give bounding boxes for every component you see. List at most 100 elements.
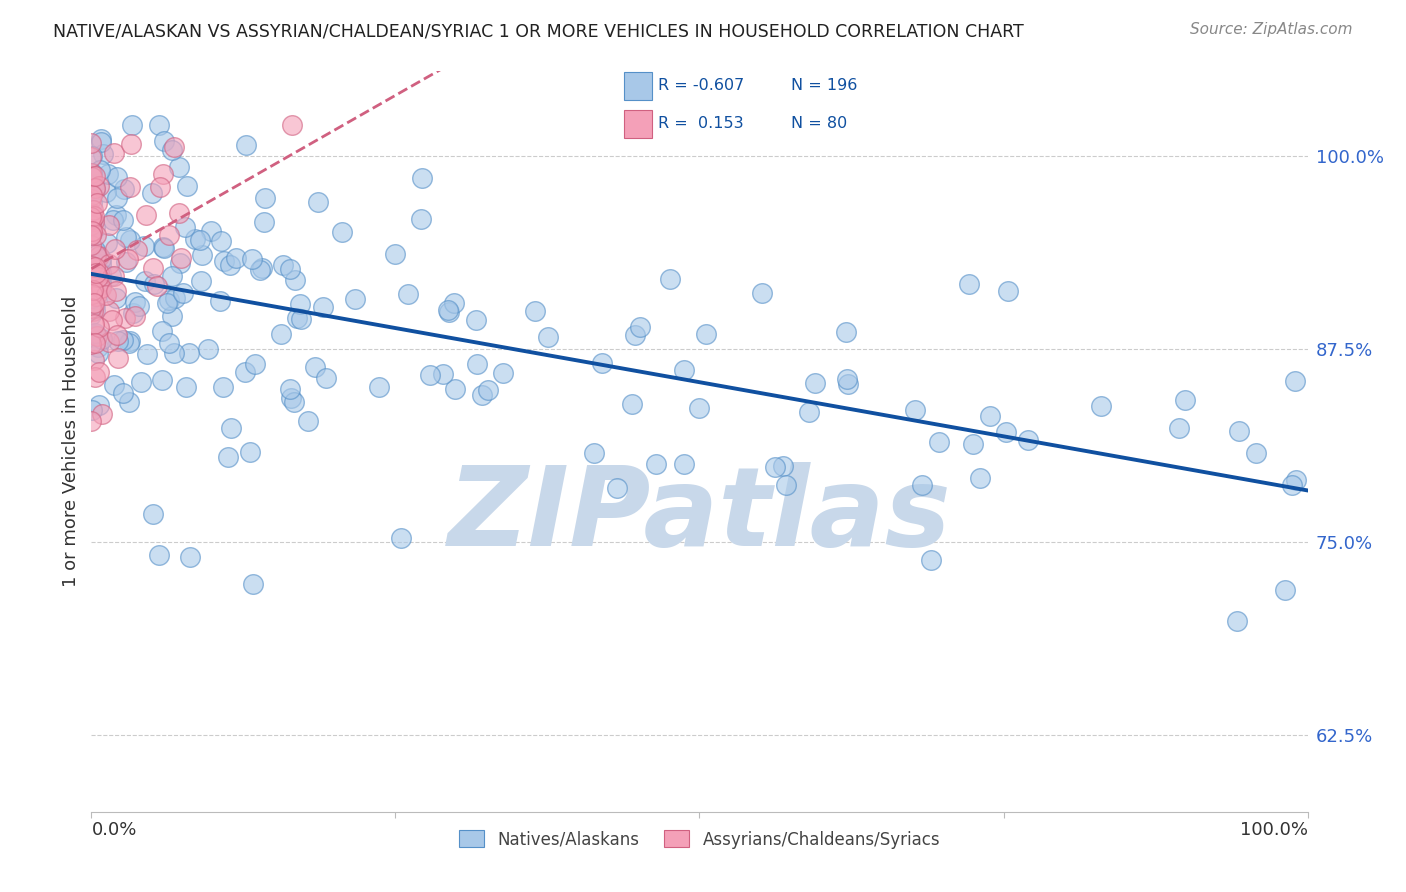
Point (209, 235, 232, 249)
Point (695, 326, 717, 341)
Point (157, 293, 180, 308)
Point (160, 309, 183, 323)
Point (396, 286, 419, 301)
Point (105, 191, 128, 205)
Point (84, 328, 107, 343)
Point (437, 305, 460, 319)
Point (83, 336, 105, 351)
Point (169, 206, 191, 220)
Text: R = -0.607: R = -0.607 (658, 78, 745, 94)
Point (287, 311, 309, 326)
Point (120, 137, 142, 152)
Point (89, 319, 111, 334)
Point (150, 373, 173, 387)
Point (253, 215, 276, 229)
Point (103, 146, 125, 161)
Point (87, 270, 110, 285)
Point (1274, 582, 1296, 597)
Point (121, 119, 143, 133)
Text: N = 196: N = 196 (792, 78, 858, 94)
Point (188, 233, 211, 247)
Text: ZIPatlas: ZIPatlas (447, 462, 952, 569)
Point (89, 163, 111, 178)
Point (103, 212, 125, 227)
Point (91, 147, 114, 161)
Point (83, 352, 105, 367)
Point (167, 160, 190, 174)
Point (239, 444, 262, 458)
Point (83, 213, 105, 227)
Point (148, 119, 170, 133)
Point (80, 291, 103, 305)
Point (87, 266, 110, 280)
Point (179, 550, 201, 565)
Point (134, 239, 156, 253)
Point (436, 303, 458, 318)
Point (80, 195, 103, 210)
Point (465, 357, 488, 371)
Point (432, 367, 454, 381)
Point (804, 376, 827, 391)
Point (83, 183, 105, 197)
Point (190, 274, 212, 288)
Point (465, 313, 488, 327)
Point (312, 300, 335, 314)
Point (80, 402, 103, 417)
Point (82, 287, 104, 301)
Point (409, 212, 432, 227)
Point (582, 446, 605, 460)
Point (688, 401, 710, 415)
Point (304, 360, 326, 375)
Point (152, 167, 174, 181)
Point (624, 327, 647, 342)
Point (141, 186, 163, 201)
Point (105, 170, 128, 185)
Point (172, 286, 194, 301)
Point (80, 301, 103, 315)
Point (80, 192, 103, 206)
Point (105, 327, 128, 342)
Point (283, 395, 305, 409)
Point (162, 346, 184, 360)
Point (153, 134, 176, 148)
Point (290, 312, 312, 326)
Point (835, 325, 858, 339)
Point (148, 549, 170, 563)
Point (903, 402, 925, 417)
Point (212, 254, 235, 268)
Point (537, 330, 560, 344)
Text: Source: ZipAtlas.com: Source: ZipAtlas.com (1189, 22, 1353, 37)
Point (83, 326, 105, 341)
Point (315, 371, 337, 385)
Point (90, 257, 112, 271)
Point (112, 182, 135, 196)
Point (80, 329, 103, 343)
Point (673, 457, 696, 471)
Point (120, 334, 142, 348)
Point (471, 388, 494, 402)
Point (928, 434, 950, 449)
Point (1174, 392, 1197, 407)
Point (124, 310, 146, 324)
Point (659, 272, 682, 286)
Point (163, 140, 186, 154)
Point (250, 260, 273, 275)
Point (112, 386, 135, 401)
Point (751, 285, 773, 300)
Point (672, 363, 695, 377)
Point (105, 209, 128, 223)
Point (115, 230, 138, 244)
Bar (624, 110, 651, 138)
Point (80, 414, 103, 428)
Text: 0.0%: 0.0% (91, 821, 136, 839)
Point (1090, 399, 1112, 413)
Y-axis label: 1 or more Vehicles in Household: 1 or more Vehicles in Household (62, 296, 80, 587)
Point (86, 248, 108, 262)
Point (103, 377, 125, 392)
Point (83, 209, 105, 223)
Point (83, 296, 105, 310)
Point (86, 245, 108, 260)
Point (174, 380, 197, 394)
Point (80, 210, 103, 224)
Text: R =  0.153: R = 0.153 (658, 116, 744, 131)
